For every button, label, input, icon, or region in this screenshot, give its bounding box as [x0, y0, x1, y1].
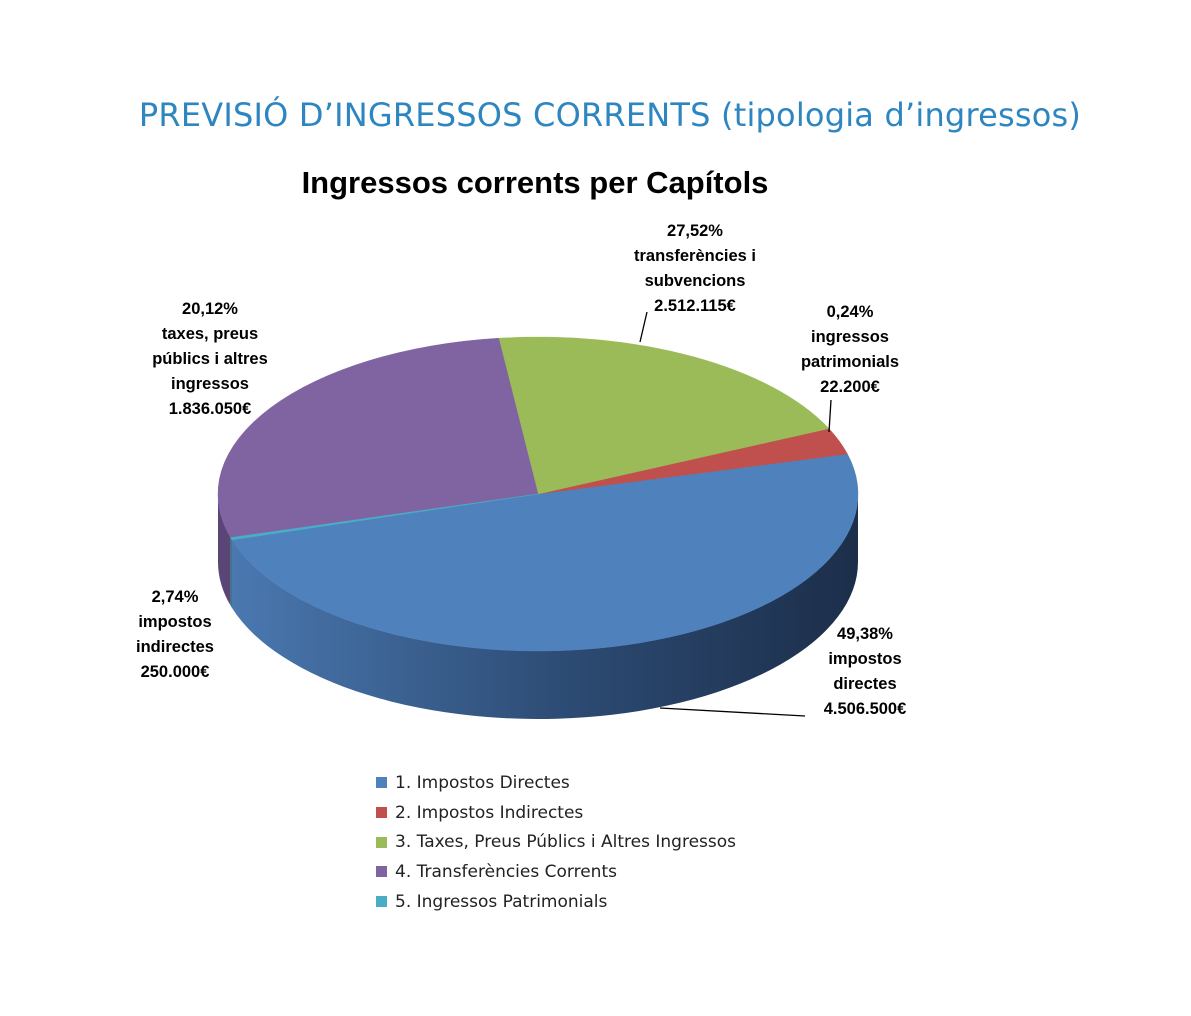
pie-slice-taxes: [498, 336, 830, 495]
legend-item: 1. Impostos Directes: [376, 768, 736, 798]
pie-slice-patrimonials: [230, 493, 539, 541]
data-label-line: subvencions: [644, 272, 746, 290]
data-label-line: 0,24%: [826, 303, 874, 321]
pie-leaders: [639, 311, 832, 717]
page-title: PREVISIÓ D’INGRESSOS CORRENTS (tipologia…: [138, 96, 1082, 134]
legend-swatch: [376, 777, 387, 789]
pie-slice-transferencies-side: [218, 494, 231, 606]
data-label-transferencies: 27,52% transferències i subvencions 2.512.1…: [610, 219, 780, 319]
data-label-line: taxes, preus: [161, 325, 259, 343]
legend: 1. Impostos Directes 2. Impostos Indirec…: [376, 768, 736, 916]
data-label-line: transferències i: [634, 247, 756, 265]
data-label-line: 49,38%: [837, 625, 893, 643]
data-label-line: impostos: [828, 650, 902, 668]
legend-item: 2. Impostos Indirectes: [376, 798, 736, 828]
pie-slice-transferencies: [217, 337, 539, 538]
pie-slice-patrimonials-side: [230, 537, 232, 608]
data-label-line: impostos: [138, 613, 212, 631]
data-label-line: 2.512.115€: [654, 297, 736, 315]
data-label-line: patrimonials: [800, 353, 900, 371]
legend-label: 5. Ingressos Patrimonials: [395, 891, 608, 912]
pie-slice-impostos-directes: [231, 453, 859, 652]
legend-swatch: [376, 896, 387, 908]
legend-label: 1. Impostos Directes: [395, 772, 570, 793]
data-label-taxes: 20,12% taxes, preus públics i altres ingres…: [125, 297, 295, 422]
legend-label: 2. Impostos Indirectes: [395, 802, 584, 823]
legend-item: 5. Ingressos Patrimonials: [376, 887, 736, 917]
data-label-line: ingressos: [811, 328, 889, 346]
data-label-line: directes: [833, 675, 897, 693]
legend-item: 3. Taxes, Preus Públics i Altres Ingress…: [376, 827, 736, 857]
data-label-line: 27,52%: [667, 222, 723, 240]
pie-tops: [217, 336, 859, 652]
legend-swatch: [376, 866, 387, 878]
pie-slice-impostos-directes-side: [231, 494, 859, 719]
legend-swatch: [376, 836, 387, 848]
data-label-line: 250.000€: [140, 663, 210, 681]
legend-swatch: [376, 807, 387, 819]
data-label-line: públics i altres: [152, 350, 268, 368]
legend-item: 4. Transferències Corrents: [376, 857, 736, 887]
data-label-line: 20,12%: [182, 300, 238, 318]
legend-label: 4. Transferències Corrents: [395, 861, 617, 882]
data-label-line: 2,74%: [151, 588, 199, 606]
data-label-line: 1.836.050€: [168, 400, 252, 418]
leader-line-impostos-directes: [659, 707, 806, 717]
data-label-line: indirectes: [136, 638, 214, 656]
chart-title: Ingressos corrents per Capítols: [301, 165, 769, 200]
data-label-impostos-indirectes: 2,74% impostos indirectes 250.000€: [110, 585, 240, 685]
data-label-impostos-directes: 49,38% impostos directes 4.506.500€: [790, 622, 940, 722]
leader-line-transferencies: [639, 311, 648, 343]
data-label-patrimonials: 0,24% ingressos patrimonials 22.200€: [780, 300, 920, 400]
data-label-line: 22.200€: [820, 378, 880, 396]
data-label-line: 4.506.500€: [823, 700, 907, 718]
data-label-line: ingressos: [171, 375, 249, 393]
legend-label: 3. Taxes, Preus Públics i Altres Ingress…: [395, 832, 737, 853]
pie-sides: [218, 494, 859, 719]
leader-line-patrimonials: [828, 399, 832, 433]
